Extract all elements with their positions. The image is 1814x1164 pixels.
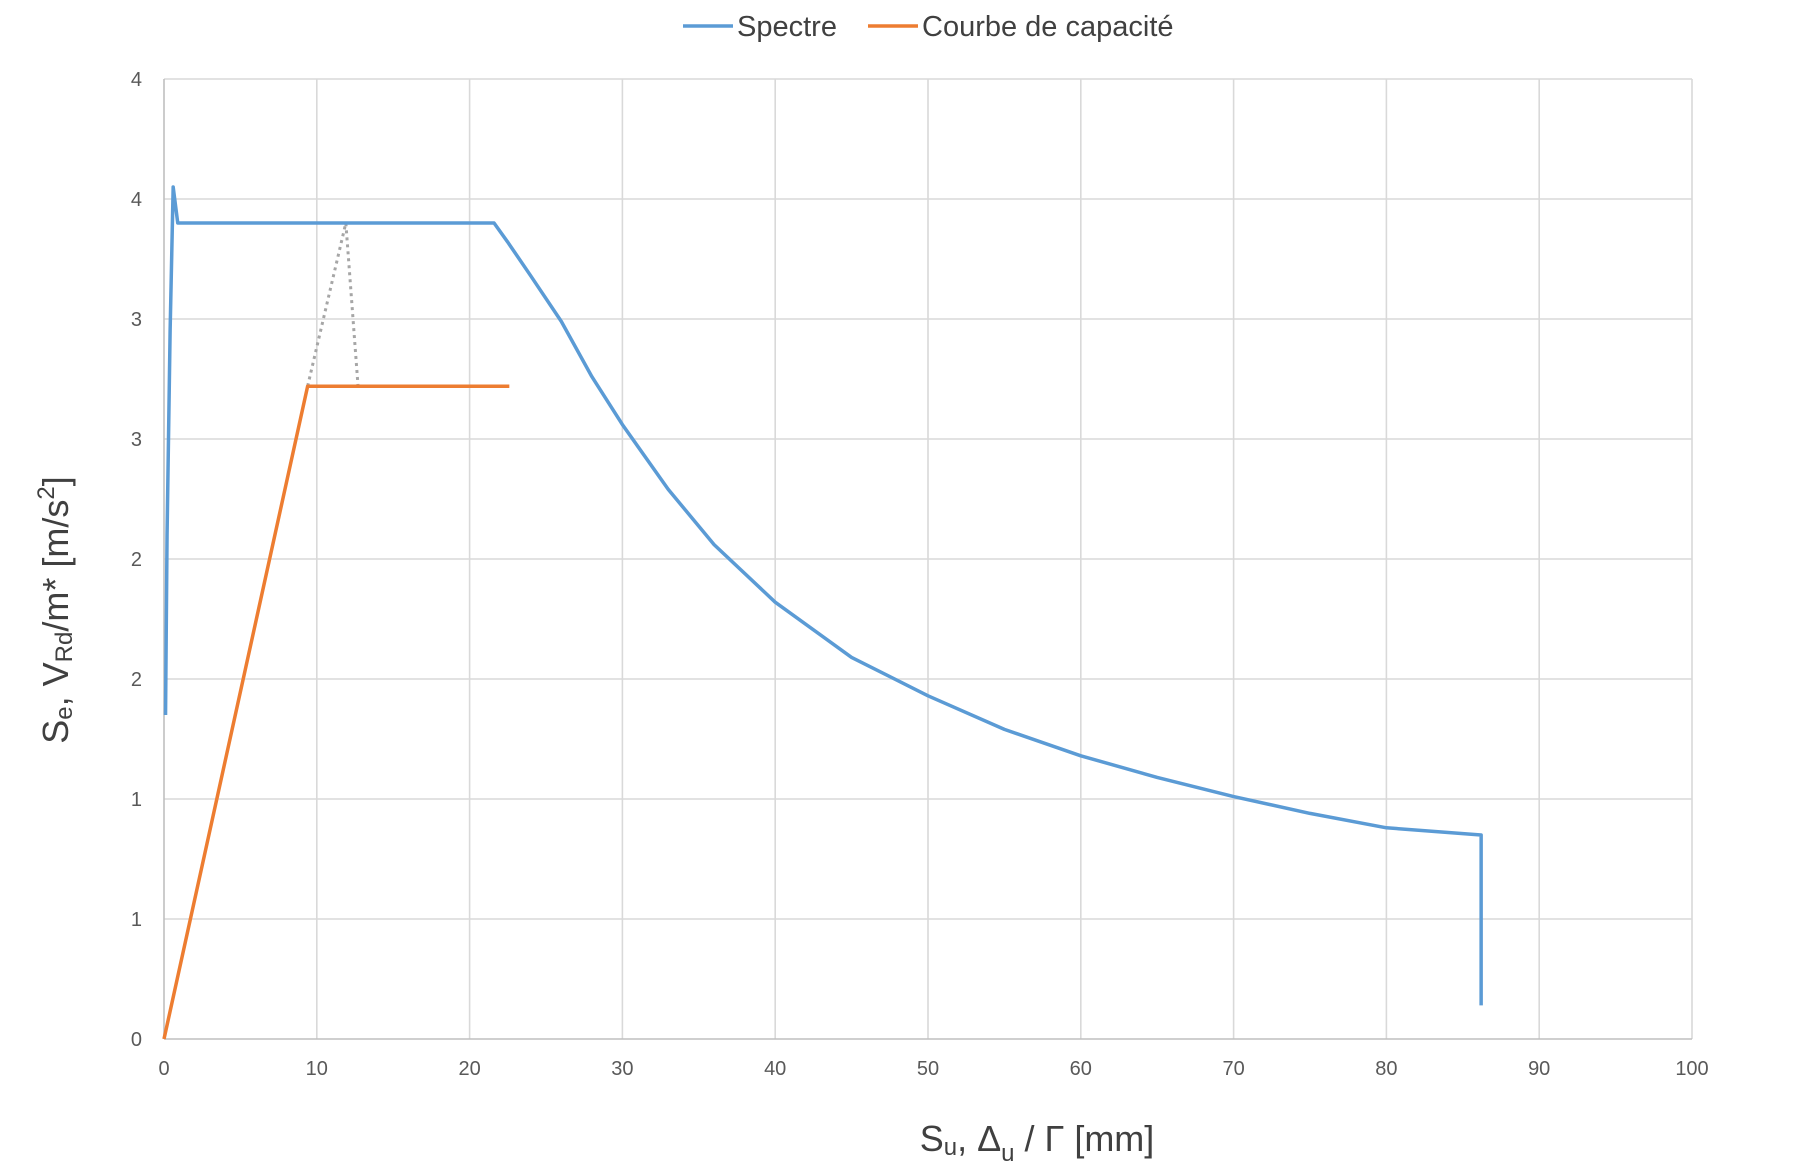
y-axis-title-end: ] xyxy=(35,476,76,486)
y-tick-label: 1 xyxy=(131,789,142,811)
y-tick-label: 3 xyxy=(131,309,142,331)
x-axis-title-tail: / Γ [mm] xyxy=(1014,1118,1154,1159)
y-tick-label: 0 xyxy=(131,1029,142,1051)
legend-label-spectre: Spectre xyxy=(737,11,837,43)
x-tick-label: 100 xyxy=(1675,1058,1708,1080)
x-axis-title-sub2: u xyxy=(1001,1140,1014,1164)
y-axis-title-mid: , V xyxy=(35,662,76,706)
y-tick-labels: 0 1 1 2 2 3 3 4 4 xyxy=(131,69,142,1051)
y-axis-title-sub: e xyxy=(51,706,78,719)
x-tick-label: 30 xyxy=(611,1058,633,1080)
x-tick-label: 20 xyxy=(458,1058,480,1080)
y-tick-label: 2 xyxy=(131,669,142,691)
x-tick-label: 60 xyxy=(1070,1058,1092,1080)
x-axis-title: Su, Δu / Γ [mm] xyxy=(920,1118,1155,1164)
series-line-courbe-de-capacite xyxy=(162,384,510,1040)
series-line-spectre xyxy=(163,185,1483,1006)
y-axis-title-tail: /m* [m/s xyxy=(35,500,76,632)
plot-axes xyxy=(163,79,1692,1040)
x-tick-labels: 0 10 20 30 40 50 60 70 80 90 100 xyxy=(158,1058,1708,1080)
y-axis-title: Se, VRd/m* [m/s2] xyxy=(33,476,78,743)
y-tick-label: 2 xyxy=(131,549,142,571)
y-tick-label: 1 xyxy=(131,909,142,931)
x-axis-title-rest: , Δ xyxy=(957,1118,1001,1159)
legend-label-courbe-de-capacite: Courbe de capacité xyxy=(922,11,1174,43)
y-tick-label: 4 xyxy=(131,69,142,91)
x-tick-label: 10 xyxy=(306,1058,328,1080)
y-axis-title-sub2: Rd xyxy=(51,632,78,663)
x-tick-label: 40 xyxy=(764,1058,786,1080)
legend: Spectre Courbe de capacité xyxy=(683,11,1174,43)
grid xyxy=(164,78,1693,1039)
x-axis-title-main: S xyxy=(920,1118,944,1159)
y-tick-label: 3 xyxy=(131,429,142,451)
y-axis-title-main: S xyxy=(35,720,76,744)
series-group xyxy=(162,185,1483,1040)
x-axis-title-sub: u xyxy=(944,1134,957,1161)
x-tick-label: 90 xyxy=(1528,1058,1550,1080)
x-tick-label: 80 xyxy=(1375,1058,1397,1080)
y-axis-title-sup: 2 xyxy=(33,486,60,499)
y-tick-label: 4 xyxy=(131,189,142,211)
dotted-annotation-line xyxy=(306,222,360,387)
x-tick-label: 50 xyxy=(917,1058,939,1080)
x-tick-label: 70 xyxy=(1222,1058,1244,1080)
x-tick-label: 0 xyxy=(158,1058,169,1080)
